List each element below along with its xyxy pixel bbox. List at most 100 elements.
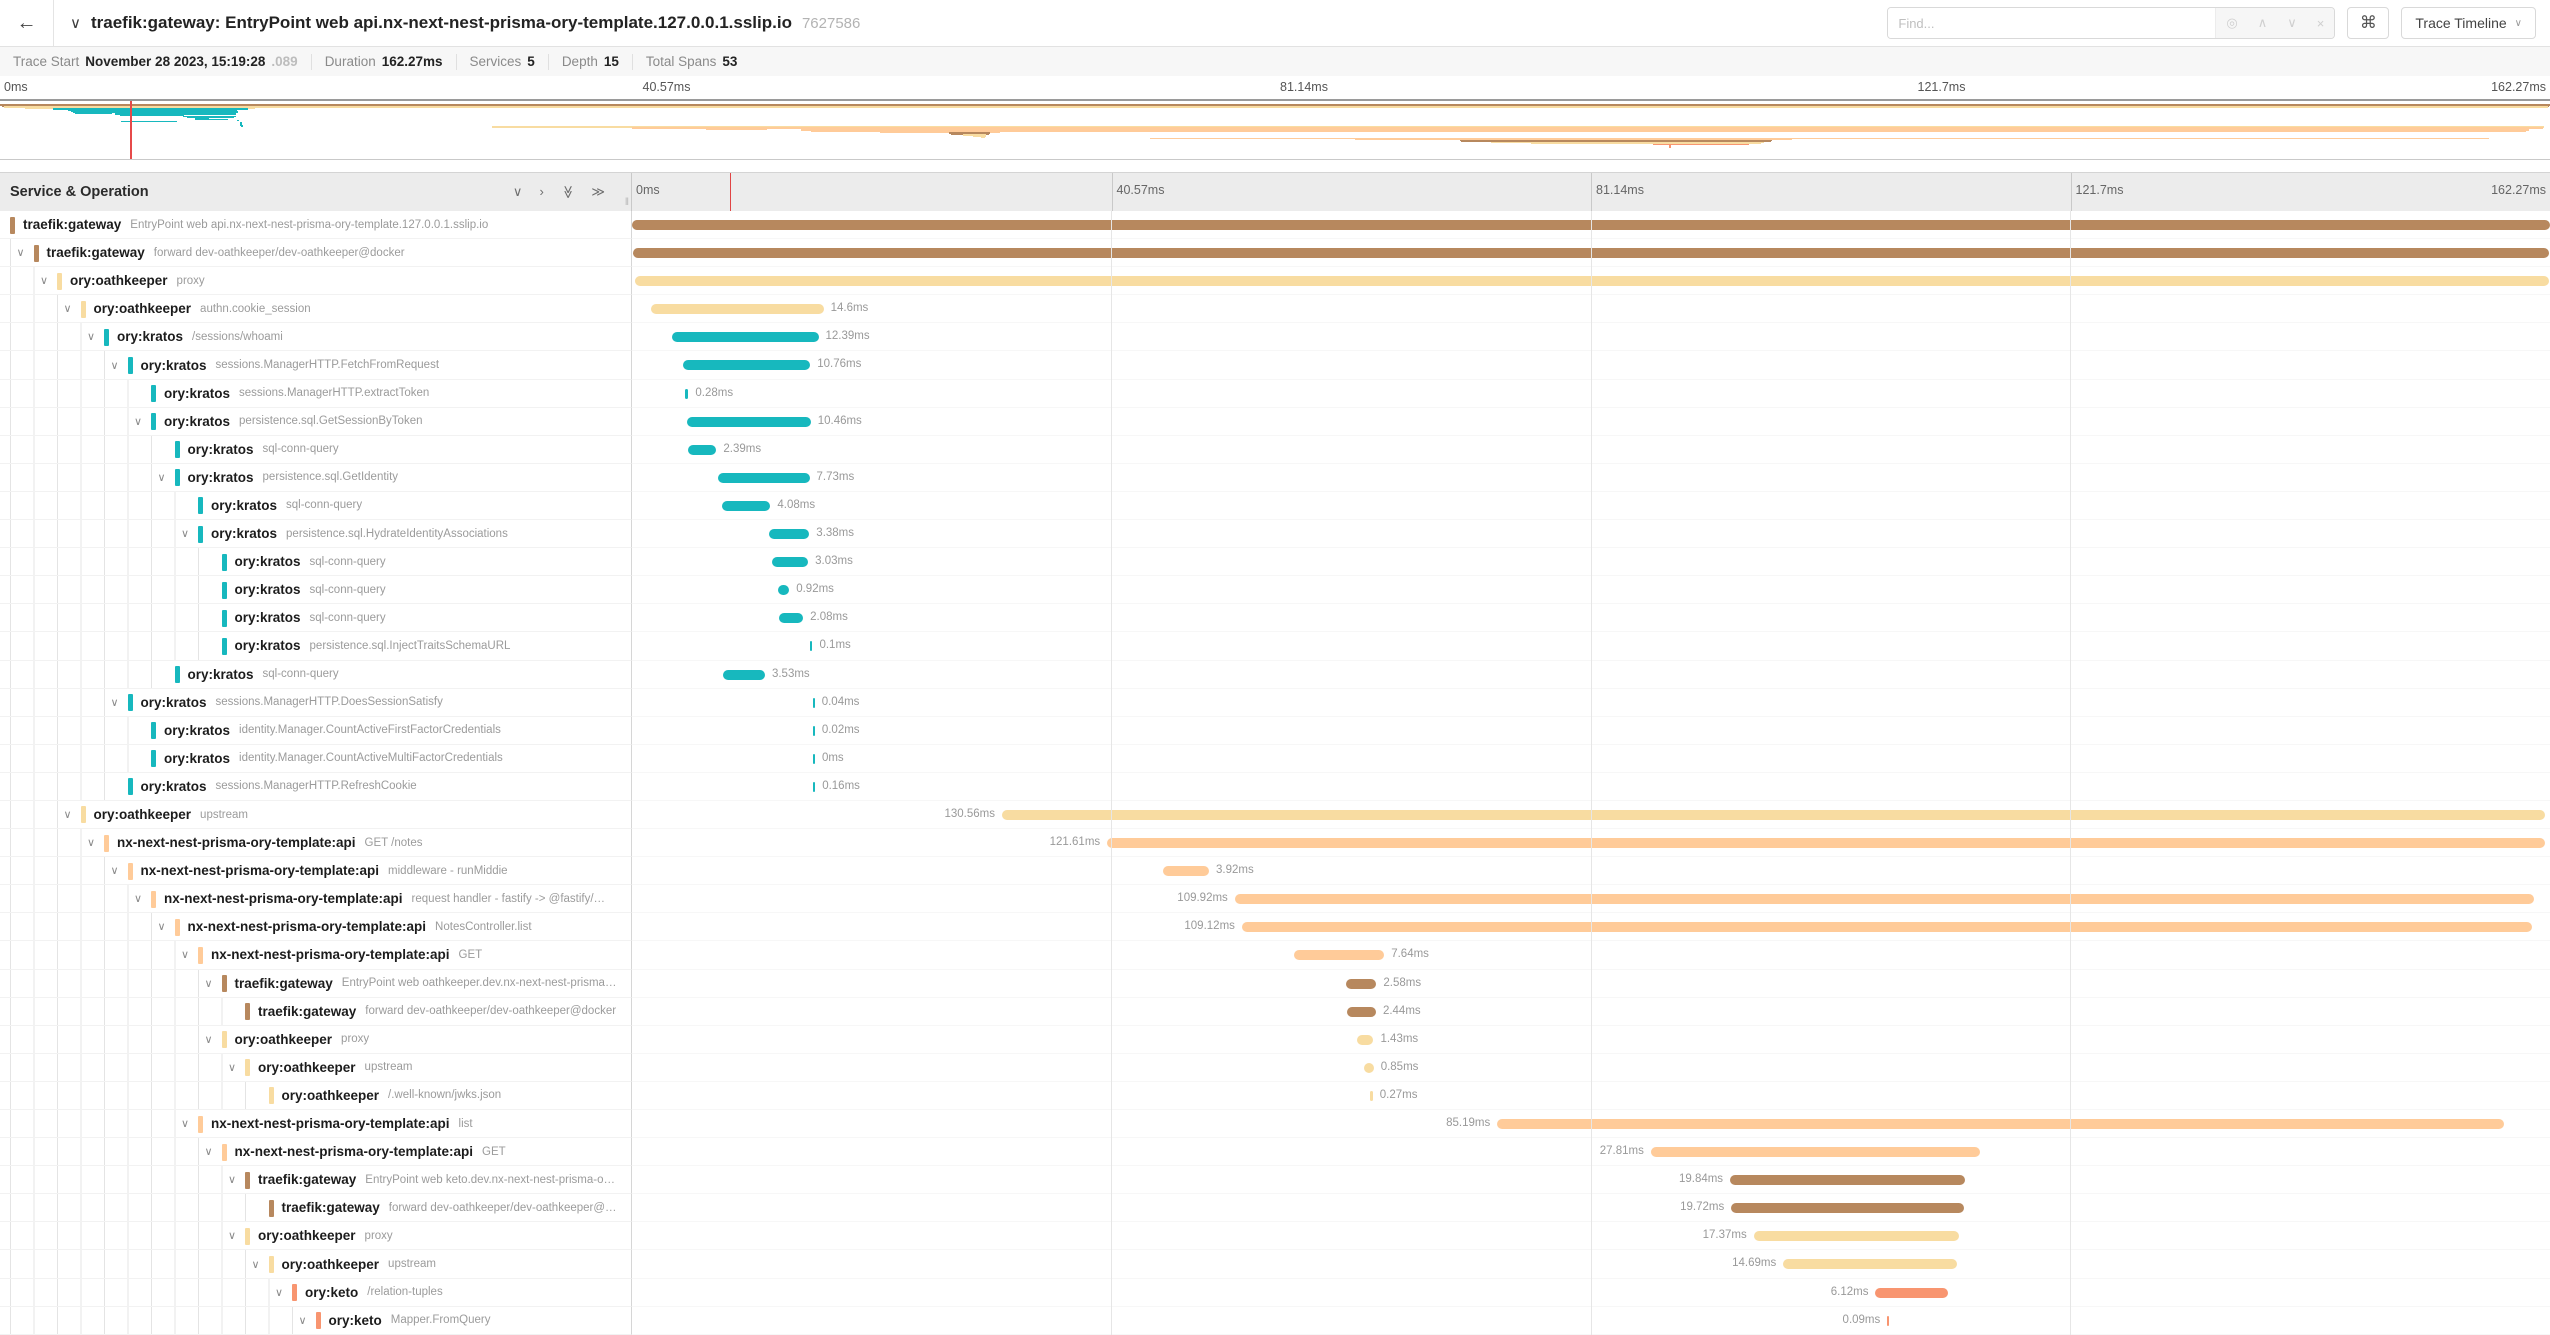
span-bar[interactable] — [812, 725, 815, 736]
span-bar[interactable] — [1730, 1175, 1965, 1186]
span-row-label[interactable]: ory:oathkeeper /.well-known/jwks.json — [0, 1081, 632, 1110]
span-bar[interactable] — [633, 248, 2550, 259]
span-bar[interactable] — [1497, 1119, 2505, 1129]
span-bar[interactable] — [634, 276, 2549, 287]
match-highlight-icon[interactable]: ◎ — [2226, 15, 2238, 30]
span-row-label[interactable]: ∨ nx-next-nest-prisma-ory-template:api lis… — [0, 1110, 632, 1139]
span-row-label[interactable]: ∨ ory:oathkeeper upstream — [0, 1053, 632, 1082]
span-row-label[interactable]: traefik:gateway forward dev-oathkeeper/de… — [0, 1194, 632, 1223]
span-row-label[interactable]: ory:kratos sql-conn-query — [0, 604, 632, 633]
span-bar[interactable] — [778, 585, 790, 596]
span-bar[interactable] — [651, 304, 824, 315]
row-expand-chevron-icon[interactable]: ∨ — [110, 359, 119, 372]
span-bar[interactable] — [1887, 1315, 1890, 1326]
span-row-label[interactable]: ory:kratos identity.Manager.CountActiveMu… — [0, 744, 632, 773]
span-bar[interactable] — [812, 697, 815, 708]
span-bar[interactable] — [687, 416, 811, 427]
trace-minimap[interactable] — [0, 99, 2550, 160]
span-bar[interactable] — [1369, 1090, 1373, 1101]
span-bar[interactable] — [813, 781, 816, 792]
span-bar[interactable] — [685, 388, 689, 399]
span-row-label[interactable]: ∨ nx-next-nest-prisma-ory-template:api GET — [0, 941, 632, 970]
timeline-header-ruler[interactable]: 0ms 40.57ms 81.14ms 121.7ms 162.27ms — [632, 173, 2550, 211]
column-resize-handle[interactable]: ‖ — [624, 197, 629, 208]
span-row-label[interactable]: ∨ nx-next-nest-prisma-ory-template:api Not… — [0, 913, 632, 942]
span-bar[interactable] — [1234, 894, 2535, 905]
row-expand-chevron-icon[interactable]: ∨ — [16, 247, 25, 260]
span-bar[interactable] — [722, 500, 771, 511]
back-button[interactable]: ← — [0, 0, 54, 46]
span-row-label[interactable]: ∨ ory:kratos persistence.sql.GetIdentity — [0, 463, 632, 492]
collapse-all-icon[interactable]: ≫ — [560, 185, 576, 199]
span-bar[interactable] — [778, 613, 804, 624]
span-row-label[interactable]: ∨ traefik:gateway EntryPoint web api.nx-ne… — [0, 211, 632, 240]
minimap-scrubber[interactable] — [130, 101, 133, 159]
span-bar[interactable] — [1345, 978, 1377, 989]
row-expand-chevron-icon[interactable]: ∨ — [181, 1118, 190, 1131]
span-row-label[interactable]: ∨ ory:kratos sessions.ManagerHTTP.DoesSess… — [0, 688, 632, 717]
row-expand-chevron-icon[interactable]: ∨ — [228, 1230, 237, 1243]
row-expand-chevron-icon[interactable]: ∨ — [40, 275, 49, 288]
span-row-label[interactable]: ∨ ory:oathkeeper proxy — [0, 267, 632, 296]
span-row-label[interactable]: ory:kratos persistence.sql.InjectTraitsSc… — [0, 632, 632, 661]
span-row-label[interactable]: ∨ nx-next-nest-prisma-ory-template:api GET — [0, 1138, 632, 1167]
keyboard-shortcuts-button[interactable]: ⌘ — [2347, 7, 2390, 39]
span-row-label[interactable]: ory:kratos sql-conn-query — [0, 548, 632, 577]
span-row-label[interactable]: ory:kratos sql-conn-query — [0, 491, 632, 521]
row-expand-chevron-icon[interactable]: ∨ — [251, 1258, 260, 1271]
span-row-label[interactable]: ∨ ory:keto Mapper.FromQuery — [0, 1306, 632, 1335]
span-bar[interactable] — [810, 641, 813, 652]
span-bar[interactable] — [723, 669, 765, 680]
span-row-label[interactable]: ory:kratos sql-conn-query — [0, 576, 632, 605]
span-bar[interactable] — [1347, 1006, 1376, 1017]
span-row-label[interactable]: ory:kratos sessions.ManagerHTTP.extractTo… — [0, 379, 632, 408]
span-row-label[interactable]: ∨ ory:keto/relation-tuples — [0, 1278, 632, 1307]
span-row-label[interactable]: ∨ traefik:gateway EntryPoint web oathkeepe… — [0, 969, 632, 998]
expand-all-icon[interactable]: ≫ — [591, 184, 605, 199]
row-expand-chevron-icon[interactable]: ∨ — [228, 1061, 237, 1074]
row-expand-chevron-icon[interactable]: ∨ — [204, 1146, 213, 1159]
span-bar[interactable] — [772, 557, 809, 568]
span-bar[interactable] — [1650, 1147, 1980, 1158]
span-bar[interactable] — [1001, 809, 2546, 820]
span-row-label[interactable]: ∨ ory:oathkeeper proxy — [0, 1222, 632, 1251]
row-expand-chevron-icon[interactable]: ∨ — [87, 331, 96, 344]
span-bar[interactable] — [1293, 950, 1385, 961]
span-bar[interactable] — [683, 360, 811, 371]
span-row-label[interactable]: ory:kratos sql-conn-query — [0, 435, 632, 464]
span-bar[interactable] — [1363, 1062, 1374, 1073]
span-bar[interactable] — [1875, 1287, 1948, 1298]
row-expand-chevron-icon[interactable]: ∨ — [204, 1033, 213, 1046]
span-row-label[interactable]: ory:kratos sessions.ManagerHTTP.RefreshCo… — [0, 772, 632, 801]
span-row-label[interactable]: ∨ ory:oathkeeper upstream — [0, 800, 632, 830]
span-row-label[interactable]: ∨ traefik:gateway forward dev-oathkeeper/d… — [0, 239, 632, 268]
row-expand-chevron-icon[interactable]: ∨ — [63, 303, 72, 316]
row-expand-chevron-icon[interactable]: ∨ — [228, 1174, 237, 1187]
span-bar[interactable] — [1241, 922, 2532, 933]
span-row-label[interactable]: ∨ ory:kratos persistence.sql.HydrateIdenti… — [0, 520, 632, 549]
row-expand-chevron-icon[interactable]: ∨ — [181, 528, 190, 541]
row-expand-chevron-icon[interactable]: ∨ — [157, 921, 166, 934]
span-bar[interactable] — [688, 444, 717, 455]
span-row-label[interactable]: ory:kratos identity.Manager.CountActiveFi… — [0, 716, 632, 745]
span-row-label[interactable]: ∨ ory:oathkeeper authn.cookie_session — [0, 295, 632, 324]
span-bar[interactable] — [1753, 1231, 1959, 1242]
row-expand-chevron-icon[interactable]: ∨ — [110, 696, 119, 709]
row-expand-chevron-icon[interactable]: ∨ — [110, 865, 119, 878]
clear-find-icon[interactable]: × — [2316, 15, 2325, 31]
row-expand-chevron-icon[interactable]: ∨ — [63, 809, 72, 822]
row-expand-chevron-icon[interactable]: ∨ — [0, 211, 1, 238]
span-row-label[interactable]: ∨ nx-next-nest-prisma-ory-template:api req… — [0, 885, 632, 914]
span-bar[interactable] — [1783, 1259, 1957, 1270]
row-expand-chevron-icon[interactable]: ∨ — [204, 977, 213, 990]
expand-one-icon[interactable]: › — [539, 184, 544, 199]
row-expand-chevron-icon[interactable]: ∨ — [134, 415, 143, 428]
row-expand-chevron-icon[interactable]: ∨ — [298, 1314, 307, 1327]
span-row-label[interactable]: ∨ traefik:gateway EntryPoint web keto.dev.… — [0, 1166, 632, 1195]
span-bar[interactable] — [718, 472, 810, 483]
span-row-label[interactable]: ∨ ory:kratos persistence.sql.GetSessionByT… — [0, 407, 632, 436]
row-expand-chevron-icon[interactable]: ∨ — [181, 949, 190, 962]
trace-view-dropdown[interactable]: Trace Timeline ∨ — [2401, 7, 2536, 39]
find-input[interactable] — [1888, 8, 2216, 38]
span-bar[interactable] — [1107, 838, 2545, 849]
